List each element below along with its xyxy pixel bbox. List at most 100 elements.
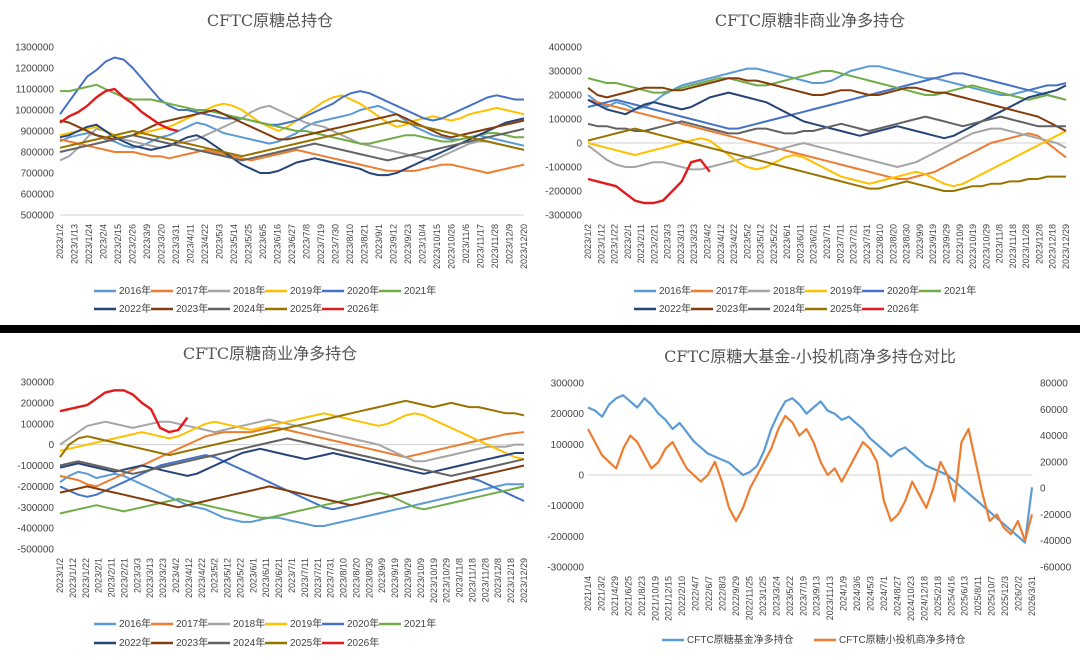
y-tick-label: 0 [576,139,582,150]
legend-label: 2017年 [716,284,748,297]
x-tick-label: 2022/8/3 [718,576,728,611]
x-tick-label: 2023/6/1 [782,224,792,259]
x-tick-label: 2023/9/29 [942,224,952,264]
x-tick-label: 2023/5/2 [210,558,220,593]
y-tick-label: 400000 [549,43,583,54]
legend-label: 2018年 [773,284,805,297]
x-tick-label: 2023/11/18 [1008,224,1018,268]
legend-label: 2026年 [347,302,379,315]
x-tick-label: 2023/7/1 [822,224,832,259]
x-tick-label: 2024/5/3 [866,576,876,611]
legend-label: 2017年 [176,617,208,630]
y-tick-label: -300000 [17,503,54,514]
x-tick-label: 2023/3/23 [689,224,699,264]
series-line-2025 [59,119,525,158]
x-tick-label: 2023/4/12 [716,224,726,264]
x-tick-label: 2023/2/21 [649,224,659,264]
chart-commercial-net-long: CFTC原糖商业净多持仓 300000 200000 100000 0 -100000 -2… [0,333,540,660]
legend-label: 2019年 [830,284,862,297]
series-line-2026 [59,389,189,434]
y2-tick-label: 0 [1040,484,1046,495]
legend-label: 2020年 [887,284,919,297]
legend-label: 2025年 [290,302,322,315]
chart-title: CFTC原糖非商业净多持仓 [715,11,905,30]
x-tick-label: 2023/3/13 [145,558,155,598]
x-tick-label: 2023/1/2 [55,224,65,259]
legend-label: 2021年 [404,284,436,297]
x-tick-label: 2023/7/21 [849,224,859,264]
x-tick-label: 2024/3/6 [852,576,862,611]
legend-label: 2023年 [716,302,748,315]
x-tick-label: 2023/3/13 [676,224,686,264]
x-tick-label: 2023/12/9 [505,224,515,264]
y-tick-label: -100000 [545,163,582,174]
y-tick-label: 900000 [21,127,55,138]
x-tick-label: 2023/5/3 [215,224,225,259]
y-tick-label: 0 [578,471,584,482]
y-tick-label: 200000 [21,398,55,409]
legend-label: 2021年 [404,617,436,630]
x-tick-label: 2021/12/15 [664,576,674,621]
x-tick-label: 2023/7/31 [326,558,336,598]
x-tick-label: 2023/6/21 [274,558,284,598]
series-line-2022 [59,117,525,177]
x-tick-label: 2022/6/7 [704,576,714,611]
chart-noncommercial-net-long-svg: CFTC原糖非商业净多持仓 400000 300000 200000 100000 0 -1… [545,11,1071,315]
y-tick-label: -300000 [545,211,582,222]
x-tick-label: 2023/4/12 [184,558,194,598]
legend-label: 2016年 [659,284,691,297]
series-line-2024 [59,127,525,162]
y-tick-label: -500000 [17,545,54,556]
x-tick-label: 2023/11/28 [1021,224,1031,268]
x-tick-label: 2023/12/8 [1034,224,1044,264]
chart-commercial-net-long-svg: CFTC原糖商业净多持仓 300000 200000 100000 0 -100000 -2… [17,344,529,649]
x-tick-label: 2023/1/22 [81,558,91,598]
x-tick-label: 2023/9/12 [389,224,399,264]
chart-total-positions: CFTC原糖总持仓 1300000 1200000 1100000 1000000 900… [0,0,540,325]
x-tick-label: 2023/9/9 [915,224,925,259]
legend-label: 2020年 [347,617,379,630]
y-tick-label: 1000000 [15,106,54,117]
series-line-2018 [59,104,525,162]
x-tick-label: 2023/10/29 [981,224,991,269]
legend-label: 2018年 [233,284,265,297]
series-line-2024 [587,115,1066,135]
x-tick-label: 2023/9/29 [403,558,413,598]
legend-label: 2024年 [233,302,265,315]
legend-label: 2016年 [119,617,151,630]
x-tick-label: 2021/8/23 [637,576,647,616]
series-line-2017 [59,426,525,488]
series-line-2022 [59,447,524,477]
y-tick-label: -200000 [547,532,584,543]
x-tick-label: 2023/5/22 [785,576,795,616]
series-line-2016 [587,65,1067,111]
x-tick-label: 2023/12/8 [493,558,503,598]
x-tick-label: 2023/2/15 [113,224,123,264]
y-tick-label: -300000 [547,563,584,574]
series-line-2023 [59,464,525,509]
series-line-2019 [59,412,525,461]
x-tick-label: 2023/10/9 [416,558,426,598]
x-tick-label: 2023/5/12 [223,558,233,598]
y-tick-label: 100000 [551,440,585,451]
series-line-2023 [59,109,525,141]
legend-label: 2025年 [290,636,322,649]
x-tick-label: 2023/2/26 [128,224,138,264]
x-tick-label: 2023/9/23 [403,224,413,264]
x-tick-label: 2023/7/19 [798,576,808,616]
x-tick-label: 2023/2/1 [94,558,104,593]
x-tick-label: 2023/11/17 [476,224,486,268]
x-tick-label: 2023/5/12 [756,224,766,264]
x-tick-label: 2023/1/13 [70,224,80,264]
y-tick-label: 200000 [551,409,585,420]
y-tick-label: 0 [48,440,54,451]
y-tick-label: 1100000 [16,85,55,96]
x-tick-label: 2023/6/11 [261,558,271,597]
y-tick-label: 600000 [21,190,55,201]
x-tick-label: 2023/9/13 [812,576,822,616]
x-tick-label: 2024/1/9 [839,576,849,611]
y2-tick-label: 20000 [1040,457,1068,468]
series-line-2025 [587,127,1066,192]
legend-label: 2016年 [119,284,151,297]
y2-tick-label: 80000 [1040,379,1068,390]
